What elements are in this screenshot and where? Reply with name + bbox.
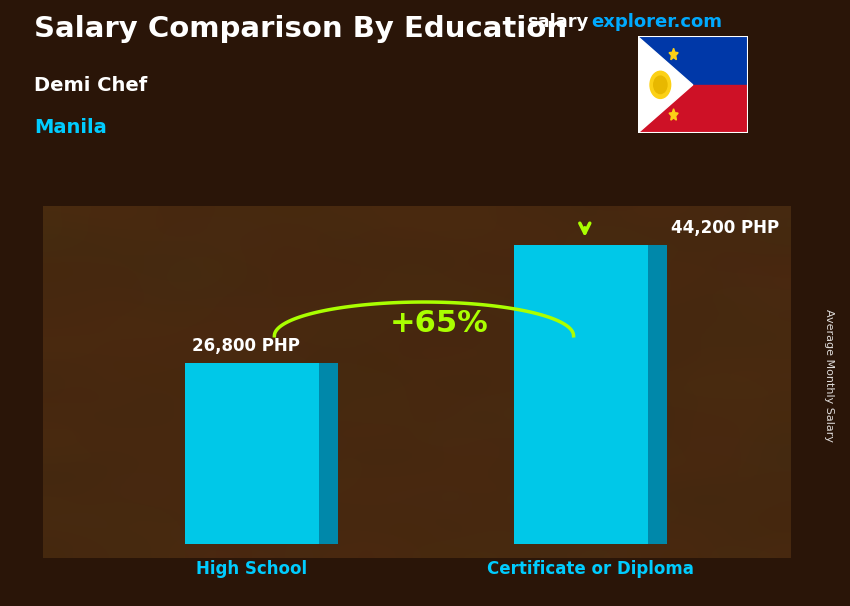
- Text: Manila: Manila: [34, 118, 107, 137]
- Circle shape: [650, 72, 671, 98]
- Polygon shape: [669, 108, 678, 120]
- FancyBboxPatch shape: [513, 245, 649, 544]
- Polygon shape: [669, 48, 678, 60]
- Polygon shape: [638, 36, 693, 133]
- Text: Certificate or Diploma: Certificate or Diploma: [487, 559, 694, 578]
- Text: Salary Comparison By Education: Salary Comparison By Education: [34, 15, 567, 43]
- Text: Average Monthly Salary: Average Monthly Salary: [824, 309, 834, 442]
- Text: salary: salary: [527, 13, 588, 32]
- Text: High School: High School: [196, 559, 308, 578]
- Text: explorer.com: explorer.com: [591, 13, 722, 32]
- FancyBboxPatch shape: [184, 363, 320, 544]
- Text: 44,200 PHP: 44,200 PHP: [671, 219, 779, 237]
- Bar: [638, 85, 748, 133]
- Circle shape: [654, 76, 667, 93]
- Bar: [638, 36, 748, 85]
- Polygon shape: [649, 245, 667, 544]
- Text: +65%: +65%: [389, 310, 488, 339]
- Text: Demi Chef: Demi Chef: [34, 76, 147, 95]
- Polygon shape: [629, 79, 638, 90]
- Polygon shape: [320, 363, 338, 544]
- Text: 26,800 PHP: 26,800 PHP: [192, 337, 300, 355]
